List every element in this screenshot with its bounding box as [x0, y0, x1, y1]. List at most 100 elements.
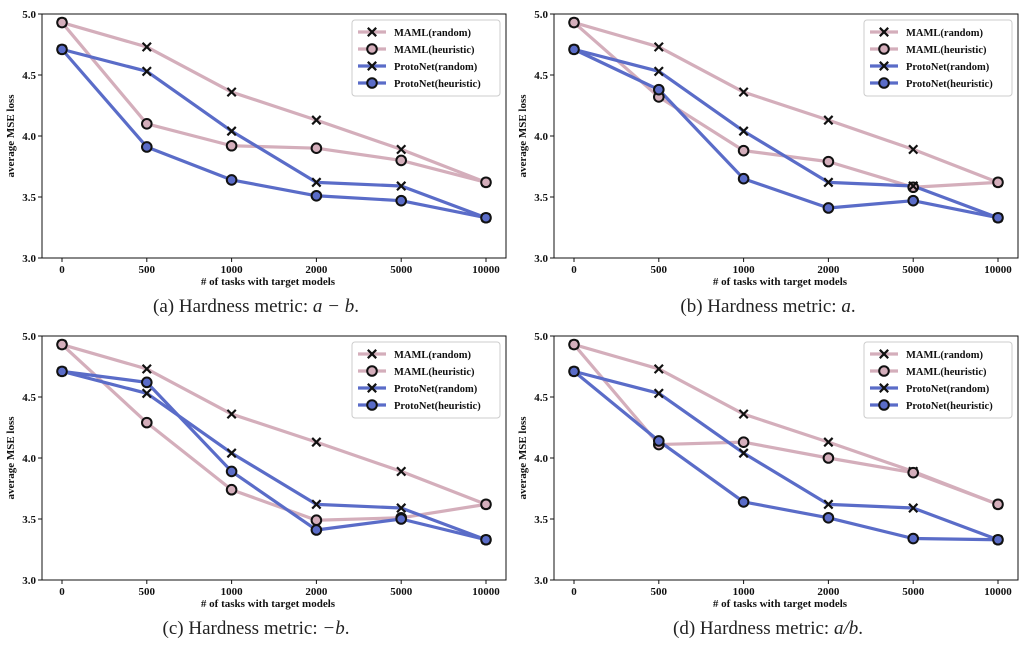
series-MAML(heuristic) — [60, 343, 487, 522]
legend-label: ProtoNet(heuristic) — [906, 401, 993, 412]
data-point — [653, 66, 664, 77]
legend: MAML(random) MAML(heuristic) ProtoNet(rand… — [863, 341, 1013, 419]
legend: MAML(random) MAML(heuristic) ProtoNet(rand… — [351, 341, 501, 419]
data-point — [738, 409, 749, 420]
data-point — [396, 466, 407, 477]
legend-marker — [878, 43, 890, 55]
data-point — [226, 409, 237, 420]
data-point — [56, 43, 68, 56]
legend-label: MAML(random) — [906, 28, 983, 39]
data-point — [653, 388, 664, 399]
series-line — [573, 47, 999, 220]
x-tick-label: 2000 — [305, 264, 328, 276]
legend-item: ProtoNet(random) — [358, 61, 478, 73]
legend-label: MAML(heuristic) — [394, 367, 475, 378]
legend-item: MAML(heuristic) — [358, 43, 475, 56]
data-point — [568, 43, 580, 56]
data-point — [653, 363, 664, 374]
data-point — [992, 176, 1004, 189]
caption-d-suffix: . — [858, 618, 863, 639]
series-line — [61, 21, 487, 184]
data-point — [225, 139, 238, 152]
data-point — [141, 141, 153, 153]
chart-panel-c: 3.0 3.5 4.0 4.5 5.0 0 500 1000 2000 5000 10000 # of… — [0, 322, 512, 647]
x-axis-label: # of tasks with target models — [201, 598, 336, 610]
x-tick-label: 5000 — [390, 586, 413, 598]
data-point — [141, 416, 153, 429]
legend-label: MAML(heuristic) — [394, 45, 475, 56]
series-markers-ProtoNet(heuristic) — [56, 43, 492, 224]
x-axis-label: # of tasks with target models — [713, 598, 848, 610]
y-axis-label: average MSE loss — [5, 94, 17, 178]
data-point — [992, 533, 1004, 546]
caption-a-math: a − b — [312, 296, 355, 317]
y-tick-label: 5.0 — [22, 331, 36, 343]
line-chart-c: 3.0 3.5 4.0 4.5 5.0 0 500 1000 2000 5000 10000 # of… — [5, 331, 507, 610]
data-point — [480, 533, 492, 546]
data-point — [992, 498, 1004, 511]
x-tick-label: 0 — [571, 586, 577, 598]
y-tick-label: 5.0 — [22, 9, 36, 21]
data-point — [737, 144, 750, 157]
legend-label: MAML(random) — [394, 350, 471, 361]
data-point — [310, 142, 323, 154]
data-point — [141, 118, 153, 130]
data-point — [56, 338, 68, 351]
legend-label: ProtoNet(random) — [906, 384, 990, 395]
series-line — [61, 369, 487, 542]
legend-label: MAML(random) — [906, 350, 983, 361]
legend-item: MAML(random) — [870, 349, 983, 361]
data-point — [823, 437, 834, 448]
caption-d-prefix: (d) Hardness metric: — [673, 618, 834, 639]
legend-label: ProtoNet(random) — [394, 384, 478, 395]
data-point — [738, 126, 749, 137]
caption-a-suffix: . — [354, 296, 359, 317]
caption-a-prefix: (a) Hardness metric: — [153, 296, 313, 317]
x-tick-label: 5000 — [902, 264, 925, 276]
data-point — [395, 154, 408, 167]
series-line — [61, 369, 487, 542]
legend-marker — [879, 383, 889, 393]
y-tick-label: 3.5 — [534, 192, 548, 204]
y-axis-label: average MSE loss — [517, 416, 529, 500]
legend-marker — [366, 77, 378, 89]
legend-marker — [879, 61, 889, 71]
x-tick-label: 0 — [59, 586, 65, 598]
legend-item: ProtoNet(heuristic) — [358, 399, 481, 412]
data-point — [225, 483, 238, 496]
series-ProtoNet(heuristic) — [573, 47, 999, 220]
data-point — [907, 466, 920, 479]
y-tick-label: 3.5 — [22, 514, 36, 526]
data-point — [480, 211, 492, 224]
legend-item: ProtoNet(random) — [870, 61, 990, 73]
series-markers-MAML(heuristic) — [568, 338, 1004, 511]
data-point — [480, 176, 492, 189]
series-ProtoNet(heuristic) — [572, 370, 999, 542]
caption-b: (b) Hardness metric: a. — [512, 296, 1024, 318]
series-markers-MAML(heuristic) — [568, 16, 1004, 194]
data-point — [992, 211, 1004, 224]
series-ProtoNet(heuristic) — [61, 369, 487, 542]
x-tick-label: 5000 — [390, 264, 413, 276]
legend-marker — [879, 27, 889, 37]
chart-panel-b: 3.0 3.5 4.0 4.5 5.0 0 500 1000 2000 5000 10000 # of… — [512, 0, 1024, 325]
y-tick-label: 3.5 — [22, 192, 36, 204]
y-tick-label: 3.0 — [534, 253, 548, 265]
chart-panel-a: 3.0 3.5 4.0 4.5 5.0 0 500 1000 2000 5000 10000 # of… — [0, 0, 512, 325]
y-tick-label: 5.0 — [534, 9, 548, 21]
data-point — [737, 436, 750, 448]
caption-a: (a) Hardness metric: a − b. — [0, 296, 512, 318]
data-point — [822, 155, 835, 168]
x-tick-label: 2000 — [817, 264, 840, 276]
legend-marker — [878, 399, 890, 411]
caption-b-math: a — [841, 296, 851, 317]
legend-item: MAML(heuristic) — [870, 365, 987, 378]
caption-b-suffix: . — [850, 296, 856, 317]
x-tick-label: 10000 — [984, 586, 1012, 598]
series-ProtoNet(random) — [61, 369, 487, 542]
legend: MAML(random) MAML(heuristic) ProtoNet(rand… — [351, 19, 501, 97]
series-ProtoNet(random) — [573, 47, 999, 220]
series-ProtoNet(heuristic) — [60, 48, 487, 220]
x-axis-label: # of tasks with target models — [713, 276, 848, 288]
legend-item: ProtoNet(heuristic) — [870, 77, 993, 90]
